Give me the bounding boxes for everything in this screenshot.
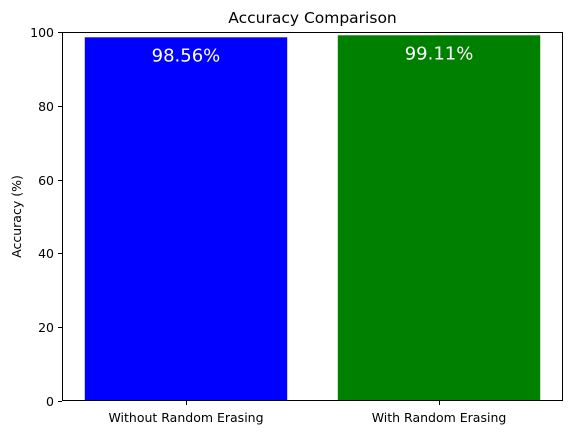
x-tick-label: Without Random Erasing xyxy=(108,410,263,425)
y-tick-label: 40 xyxy=(38,246,54,261)
bar-value-label-2: 99.11% xyxy=(405,43,474,64)
y-tick-label: 80 xyxy=(38,99,54,114)
plot-frame xyxy=(62,32,563,401)
bars-layer xyxy=(84,35,541,402)
y-tick-label: 0 xyxy=(46,394,54,409)
x-tick-label: With Random Erasing xyxy=(372,410,507,425)
y-tick-label: 100 xyxy=(30,25,54,40)
data-labels-layer: 98.56% 99.11% xyxy=(152,43,474,66)
y-tick-label: 60 xyxy=(38,173,54,188)
x-axis-ticks: Without Random Erasing With Random Erasin… xyxy=(108,401,506,425)
bar-2 xyxy=(337,35,541,402)
y-axis-label: Accuracy (%) xyxy=(9,175,24,258)
y-axis-ticks: 0 20 40 60 80 100 xyxy=(30,25,62,409)
bar-1 xyxy=(84,37,288,401)
y-tick-label: 20 xyxy=(38,320,54,335)
bar-value-label-1: 98.56% xyxy=(152,45,221,66)
chart-title: Accuracy Comparison xyxy=(228,9,397,27)
